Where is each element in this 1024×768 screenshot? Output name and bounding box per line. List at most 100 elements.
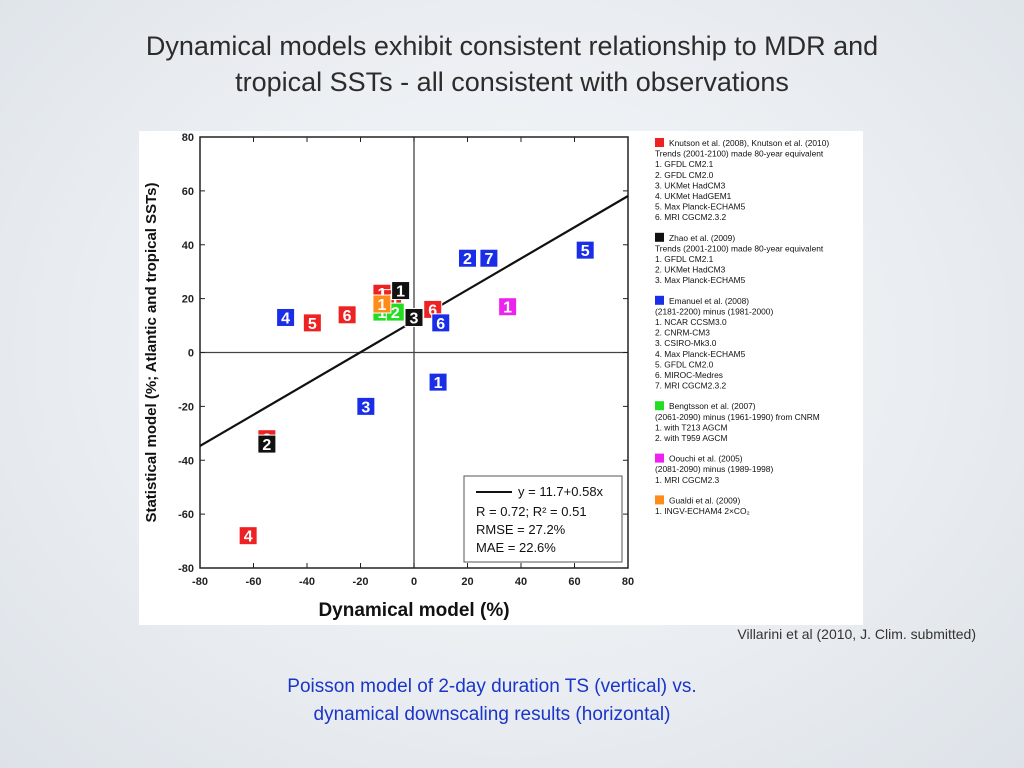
data-point-label: 6 [428,302,437,319]
x-tick-label: 40 [515,576,527,588]
data-point-label: 1 [377,305,386,322]
legend-swatch [655,453,664,463]
y-tick-label: -80 [178,563,194,575]
legend-text: (2061-2090) minus (1961-1990) from CNRM [655,412,820,422]
y-axis-label: Statistical model (%; Atlantic and tropi… [143,182,160,522]
x-tick-label: -20 [353,576,369,588]
y-tick-label: 40 [182,240,194,252]
data-point-label: 5 [581,243,590,260]
data-point-label: 1 [396,284,405,301]
y-tick-label: 80 [182,132,194,144]
legend-text: Gualdi et al. (2009) [669,495,740,505]
legend-text: 3. CSIRO-Mk3.0 [655,338,717,348]
slide-title-line-2: tropical SSTs - all consistent with obse… [235,67,789,97]
legend-text: 1. NCAR CCSM3.0 [655,317,727,327]
y-tick-label: 20 [182,294,194,306]
scatter-figure: -80 -60 -40 -20 0 20 40 60 80 80 60 40 20 0 -20 -40 -60 -… [139,131,863,625]
slide-title-line-1: Dynamical models exhibit consistent rela… [145,31,879,61]
legend-text: 2. CNRM-CM3 [655,328,710,338]
x-axis-label: Dynamical model (%) [318,600,509,621]
data-point-label: 3 [410,310,419,327]
x-tick-label: -60 [246,576,262,588]
legend-swatch [655,138,664,147]
caption-line-2: dynamical downscaling results (horizonta… [313,704,671,725]
data-point [431,313,451,333]
data-point [575,240,595,260]
legend-text: Knutson et al. (2008), Knutson et al. (2… [669,138,829,148]
legend-text: Zhao et al. (2009) [669,233,735,243]
y-tick-label: -40 [178,455,194,467]
data-point [498,297,518,317]
y-tick-label: -60 [178,509,194,521]
x-tick-label: -40 [299,576,315,588]
stats-correlation: R = 0.72; R² = 0.51 [476,504,587,519]
data-point-label: 2 [391,305,400,322]
data-point-label: 1 [434,375,443,392]
legend-text: 1. GFDL CM2.1 [655,254,714,264]
legend-swatch [655,401,664,411]
legend-text: 6. MRI CGCM2.3.2 [655,212,727,222]
legend-text: 4. Max Planck-ECHAM5 [655,349,746,359]
data-point-label: 6 [436,316,445,333]
data-point [458,248,477,268]
plot-area: -80 -60 -40 -20 0 20 40 60 80 80 60 40 20 0 -20 -40 -60 -… [143,132,634,621]
data-point [428,372,448,392]
stats-mae: MAE = 22.6% [476,540,556,555]
legend-text: (2181-2200) minus (1981-2000) [655,306,773,316]
legend-swatch [655,232,664,242]
legend-text: 1. GFDL CM2.1 [655,159,714,169]
citation: Villarini et al (2010, J. Clim. submitte… [737,626,976,642]
data-point [276,307,296,327]
legend-text: 3. Max Planck-ECHAM5 [655,275,746,285]
legend: Knutson et al. (2008), Knutson et al. (2… [655,138,829,516]
data-point-label: 1 [377,297,386,314]
data-point-label: 3 [388,292,397,309]
data-point-label: 2 [262,437,271,454]
data-point [372,294,392,314]
x-tick-label: 20 [461,576,473,588]
slide-title: Dynamical models exhibit consistent rela… [40,28,984,100]
data-point-label: 2 [463,251,472,268]
legend-text: Oouchi et al. (2005) [669,454,743,464]
data-point [302,313,322,333]
caption-line-1: Poisson model of 2-day duration TS (vert… [287,676,697,697]
caption: Poisson model of 2-day duration TS (vert… [212,673,772,729]
legend-text: 2. UKMet HadCM3 [655,265,726,275]
legend-text: 4. UKMet HadGEM1 [655,191,732,201]
stats-rmse: RMSE = 27.2% [476,522,566,537]
data-point [479,248,499,268]
data-point-label: 1 [503,300,512,317]
legend-swatch [655,495,664,505]
x-tick-label: 0 [411,576,417,588]
legend-text: 1. INGV-ECHAM4 2×CO₂ [655,506,750,516]
data-point-label: 4 [281,310,290,327]
y-tick-label: 0 [188,348,194,360]
data-point [391,281,411,301]
legend-text: Emanuel et al. (2008) [669,296,749,306]
stats-box [463,475,623,563]
y-tick-label: 60 [182,186,194,198]
data-point [356,396,376,416]
legend-text: Trends (2001-2100) made 80-year equivale… [655,149,824,159]
legend-text: 5. GFDL CM2.0 [655,359,714,369]
data-point [257,434,277,454]
legend-text: 1. with T213 AGCM [655,422,727,432]
legend-text: (2081-2090) minus (1989-1998) [655,464,773,474]
legend-text: 1. MRI CGCM2.3 [655,475,720,485]
data-point-label: 3 [361,399,370,416]
data-point-label: 5 [308,316,317,333]
data-point-label: 6 [343,308,352,325]
x-tick-label: 60 [568,576,580,588]
legend-text: 5. Max Planck-ECHAM5 [655,202,746,212]
x-tick-label: 80 [622,576,634,588]
data-point [238,526,258,546]
legend-text: 2. GFDL CM2.0 [655,170,714,180]
legend-text: 2. with T959 AGCM [655,433,727,443]
legend-text: 3. UKMet HadCM3 [655,180,726,190]
legend-text: Bengtsson et al. (2007) [669,401,756,411]
data-point-label: 7 [484,251,493,268]
legend-text: 6. MIROC-Medres [655,370,723,380]
legend-swatch [655,295,664,305]
stats-equation: y = 11.7+0.58x [518,484,604,499]
legend-text: Trends (2001-2100) made 80-year equivale… [655,243,824,253]
